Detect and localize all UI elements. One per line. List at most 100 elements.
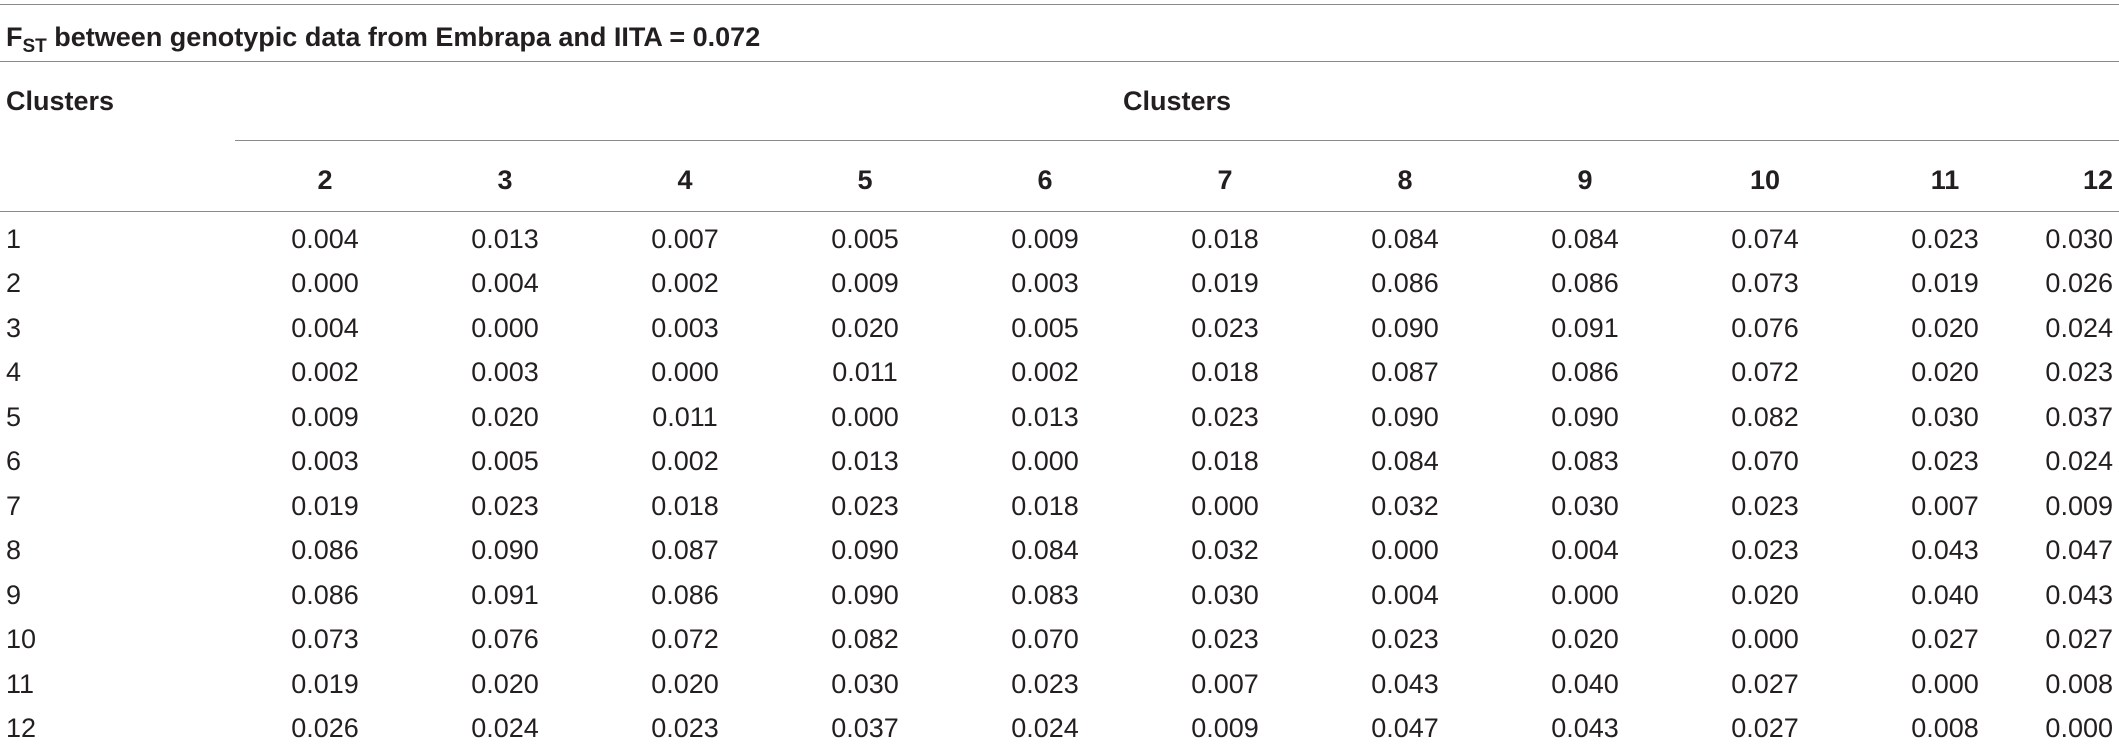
table-cell: 0.004: [291, 223, 359, 254]
row-label: 6: [6, 446, 22, 477]
table-cell: 0.086: [291, 579, 359, 610]
table-cell: 0.020: [831, 312, 899, 343]
table-cell: 0.019: [291, 668, 359, 699]
table-cell: 0.000: [831, 401, 899, 432]
table-cell: 0.000: [1191, 490, 1259, 521]
table-cell: 0.047: [1371, 713, 1439, 744]
table-cell: 0.013: [831, 446, 899, 477]
row-label: 3: [6, 312, 22, 343]
row-label: 2: [6, 268, 22, 299]
table-cell: 0.073: [291, 624, 359, 655]
column-header: 11: [1930, 164, 1960, 195]
table-cell: 0.040: [1911, 579, 1979, 610]
table-cell: 0.032: [1371, 490, 1439, 521]
table-cell: 0.030: [2045, 223, 2113, 254]
table-row: 2 0.000 0.004 0.002 0.009 0.003 0.019 0.086 0.08…: [0, 262, 2119, 307]
stub-column-spacer: [0, 155, 235, 205]
table-row: 5 0.009 0.020 0.011 0.000 0.013 0.023 0.090 0.09…: [0, 395, 2119, 440]
table-cell: 0.030: [1911, 401, 1979, 432]
row-label: 11: [6, 668, 35, 699]
table-cell: 0.000: [291, 268, 359, 299]
table-cell: 0.084: [1371, 223, 1439, 254]
table-cell: 0.074: [1731, 223, 1799, 254]
table-cell: 0.011: [652, 401, 718, 432]
table-cell: 0.023: [1191, 312, 1259, 343]
table-row: 1 0.004 0.013 0.007 0.005 0.009 0.018 0.084 0.08…: [0, 205, 2119, 262]
table-cell: 0.003: [291, 446, 359, 477]
row-label: 8: [6, 535, 22, 566]
table-title: FST between genotypic data from Embrapa …: [6, 22, 760, 58]
title-prefix: F: [6, 22, 23, 52]
table-cell: 0.070: [1731, 446, 1799, 477]
table-cell: 0.018: [651, 490, 719, 521]
top-rule: [0, 4, 2119, 5]
table-cell: 0.023: [651, 713, 719, 744]
table-cell: 0.018: [1191, 357, 1259, 388]
table-cell: 0.004: [471, 268, 539, 299]
table-cell: 0.004: [1371, 579, 1439, 610]
title-rule: [0, 61, 2119, 62]
table-cell: 0.013: [1011, 401, 1079, 432]
table-row: 12 0.026 0.024 0.023 0.037 0.024 0.009 0.047 0.0…: [0, 707, 2119, 752]
table-cell: 0.023: [1911, 223, 1979, 254]
table-cell: 0.018: [1191, 223, 1259, 254]
table-cell: 0.090: [831, 579, 899, 610]
table-cell: 0.000: [1731, 624, 1799, 655]
row-label: 7: [6, 490, 22, 521]
column-header: 7: [1217, 164, 1233, 195]
table-cell: 0.090: [471, 535, 539, 566]
table-cell: 0.072: [651, 624, 719, 655]
table-cell: 0.019: [291, 490, 359, 521]
table-cell: 0.030: [1191, 579, 1259, 610]
table-cell: 0.024: [2045, 312, 2113, 343]
table-cell: 0.084: [1011, 535, 1079, 566]
table-cell: 0.004: [1551, 535, 1619, 566]
table-body: 1 0.004 0.013 0.007 0.005 0.009 0.018 0.084 0.08…: [0, 205, 2119, 751]
table-cell: 0.087: [651, 535, 719, 566]
table-cell: 0.009: [1011, 223, 1079, 254]
table-cell: 0.086: [291, 535, 359, 566]
table-cell: 0.000: [651, 357, 719, 388]
table-cell: 0.019: [1191, 268, 1259, 299]
table-cell: 0.090: [1551, 401, 1619, 432]
table-cell: 0.000: [1371, 535, 1439, 566]
table-cell: 0.090: [1371, 312, 1439, 343]
table-row: 10 0.073 0.076 0.072 0.082 0.070 0.023 0.023 0.0…: [0, 618, 2119, 663]
table-cell: 0.091: [471, 579, 539, 610]
table-cell: 0.027: [2045, 624, 2113, 655]
table-cell: 0.020: [651, 668, 719, 699]
table-cell: 0.000: [1911, 668, 1979, 699]
table-cell: 0.007: [651, 223, 719, 254]
table-cell: 0.000: [1551, 579, 1619, 610]
table-cell: 0.090: [831, 535, 899, 566]
table-cell: 0.003: [471, 357, 539, 388]
table-cell: 0.086: [651, 579, 719, 610]
table-cell: 0.072: [1731, 357, 1799, 388]
table-cell: 0.043: [1371, 668, 1439, 699]
row-label: 5: [6, 401, 22, 432]
table-cell: 0.007: [1911, 490, 1979, 521]
table-cell: 0.043: [1551, 713, 1619, 744]
row-label: 4: [6, 357, 22, 388]
table-cell: 0.047: [2045, 535, 2113, 566]
row-label: 12: [6, 713, 37, 744]
table-cell: 0.007: [1191, 668, 1259, 699]
table-cell: 0.023: [1731, 490, 1799, 521]
table-cell: 0.020: [471, 401, 539, 432]
table-cell: 0.009: [2045, 490, 2113, 521]
table-cell: 0.032: [1191, 535, 1259, 566]
table-cell: 0.037: [831, 713, 899, 744]
table-cell: 0.019: [1911, 268, 1979, 299]
table-cell: 0.086: [1551, 357, 1619, 388]
table-cell: 0.003: [1011, 268, 1079, 299]
table-cell: 0.023: [1731, 535, 1799, 566]
table-cell: 0.084: [1371, 446, 1439, 477]
table-cell: 0.024: [471, 713, 539, 744]
table-cell: 0.043: [1911, 535, 1979, 566]
table-cell: 0.090: [1371, 401, 1439, 432]
row-label: 9: [6, 579, 22, 610]
table-cell: 0.002: [291, 357, 359, 388]
table-cell: 0.082: [1731, 401, 1799, 432]
table-cell: 0.024: [2045, 446, 2113, 477]
